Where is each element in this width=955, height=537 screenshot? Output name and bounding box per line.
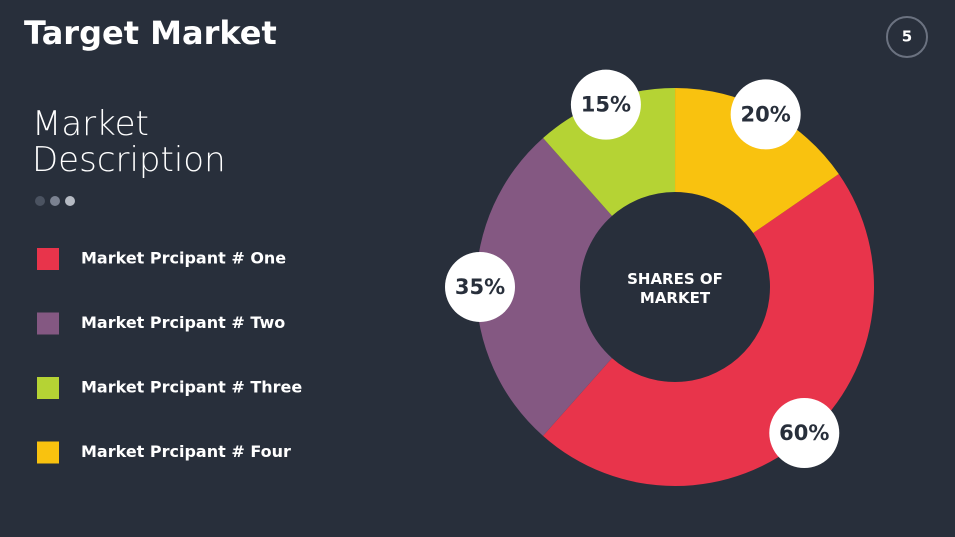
legend-label: Market Prcipant # Two — [81, 313, 285, 332]
donut-slice — [675, 88, 839, 234]
dot — [50, 196, 60, 206]
subtitle: Market Description — [32, 104, 226, 180]
legend-swatch — [37, 248, 59, 270]
legend-label: Market Prcipant # Three — [81, 378, 302, 397]
legend-label: Market Prcipant # One — [81, 249, 286, 268]
legend-swatch — [37, 441, 59, 464]
page-badge — [886, 16, 928, 58]
value-label: 60% — [779, 421, 829, 445]
value-label: 35% — [455, 275, 505, 299]
legend-swatch — [37, 312, 59, 335]
value-label: 15% — [581, 93, 631, 117]
value-bubble — [730, 79, 801, 150]
legend-label: Market Prcipant # Four — [81, 442, 291, 461]
page-number: 5 — [902, 28, 912, 46]
value-bubble — [445, 251, 515, 322]
value-bubble — [570, 69, 641, 140]
value-bubble — [769, 397, 840, 468]
value-label: 20% — [741, 102, 791, 126]
title: Target Market — [24, 14, 277, 52]
center-label: SHARES OF MARKET — [627, 270, 723, 307]
dot — [65, 196, 75, 206]
donut-slice — [476, 138, 613, 436]
legend-swatch — [37, 377, 59, 399]
dot — [35, 196, 45, 206]
